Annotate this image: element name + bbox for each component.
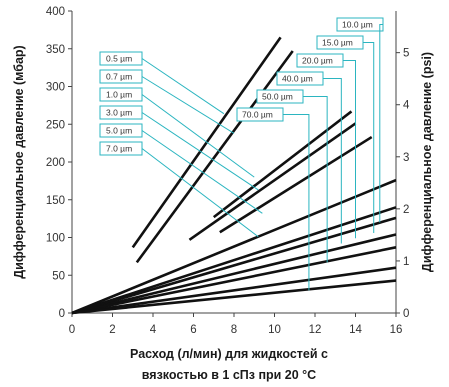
series-line-40-0m bbox=[71, 246, 397, 315]
y-right-tick-label: 5 bbox=[403, 48, 409, 60]
y-tick-label: 400 bbox=[46, 6, 65, 18]
annotation-leader-right bbox=[283, 114, 310, 291]
annotation-label-right: 50.0 µm bbox=[262, 92, 293, 102]
annotation-label-right: 70.0 µm bbox=[242, 110, 273, 120]
annotation-leader-right bbox=[343, 60, 356, 239]
y-right-tick-label: 2 bbox=[403, 204, 409, 216]
annotation-label-left: 7.0 µm bbox=[106, 144, 132, 154]
annotation-label-left: 0.5 µm bbox=[106, 54, 132, 64]
annotation-label-left: 0.7 µm bbox=[106, 72, 132, 82]
y-right-tick-label: 3 bbox=[403, 152, 409, 164]
y-tick-label: 100 bbox=[46, 233, 65, 245]
annotation-layer: 0.5 µm 0.7 µm 1.0 µm 3.0 µm 5.0 µm 7.0 µm 10.0… bbox=[99, 17, 384, 291]
annotation-leader-right bbox=[363, 42, 375, 233]
annotation-leader-left bbox=[141, 94, 255, 178]
x-axis-title-line-1: Расход (л/мин) для жидкостей с bbox=[130, 347, 328, 361]
x-tick-label: 6 bbox=[190, 324, 196, 336]
x-tick-label: 16 bbox=[390, 324, 403, 336]
ticks-layer: 0 2 4 6 8 10 12 14 16050100150200250300350400012… bbox=[46, 6, 410, 336]
series-line-70-0m bbox=[71, 279, 397, 315]
y-right-tick-label: 0 bbox=[403, 308, 409, 320]
annotation-leader-left bbox=[141, 112, 259, 191]
annotation-leader-right bbox=[379, 24, 383, 223]
series-line-0-7m bbox=[135, 50, 294, 264]
annotation-leader-left bbox=[141, 148, 259, 238]
annotation-label-right: 15.0 µm bbox=[322, 38, 353, 48]
series-line-15-0m bbox=[71, 216, 397, 315]
series-line-10-0m bbox=[71, 206, 397, 315]
x-tick-label: 12 bbox=[309, 324, 322, 336]
y-tick-label: 200 bbox=[46, 157, 65, 169]
series-line-7-0m bbox=[71, 178, 397, 315]
y-tick-label: 250 bbox=[46, 119, 65, 131]
y-axis-left-title: Дифференциальное давление (мбар) bbox=[12, 45, 26, 278]
series-line-1-0m bbox=[212, 110, 353, 219]
y-axis-right-title: Дифференциальное давление (psi) bbox=[420, 52, 434, 272]
series-line-5-0m bbox=[219, 135, 373, 234]
series-layer bbox=[71, 36, 397, 315]
annotation-leader-left bbox=[141, 58, 225, 115]
x-tick-label: 0 bbox=[69, 324, 75, 336]
annotation-leader-right bbox=[303, 96, 328, 263]
x-tick-label: 14 bbox=[349, 324, 362, 336]
x-tick-label: 10 bbox=[268, 324, 281, 336]
annotation-label-left: 3.0 µm bbox=[106, 108, 132, 118]
y-tick-label: 150 bbox=[46, 195, 65, 207]
x-tick-label: 2 bbox=[109, 324, 115, 336]
annotation-label-right: 20.0 µm bbox=[302, 56, 333, 66]
x-tick-label: 8 bbox=[231, 324, 237, 336]
annotation-label-right: 40.0 µm bbox=[282, 74, 313, 84]
x-tick-label: 4 bbox=[150, 324, 157, 336]
series-line-50-0m bbox=[71, 266, 397, 315]
series-line-20-0m bbox=[71, 233, 397, 315]
x-axis-title-line-2: вязкостью в 1 сПз при 20 °C bbox=[142, 368, 316, 382]
annotation-leader-left bbox=[141, 130, 263, 214]
annotation-label-left: 5.0 µm bbox=[106, 126, 132, 136]
series-line-3-0m bbox=[188, 122, 357, 241]
annotation-label-left: 1.0 µm bbox=[106, 90, 132, 100]
annotation-leader-left bbox=[141, 76, 235, 134]
annotation-leader-right bbox=[323, 78, 342, 244]
annotation-label-right: 10.0 µm bbox=[342, 20, 373, 30]
y-tick-label: 50 bbox=[52, 270, 65, 282]
y-right-tick-label: 4 bbox=[403, 100, 410, 112]
y-tick-label: 300 bbox=[46, 82, 65, 94]
y-tick-label: 350 bbox=[46, 44, 65, 56]
y-right-tick-label: 1 bbox=[403, 256, 409, 268]
y-tick-label: 0 bbox=[59, 308, 65, 320]
